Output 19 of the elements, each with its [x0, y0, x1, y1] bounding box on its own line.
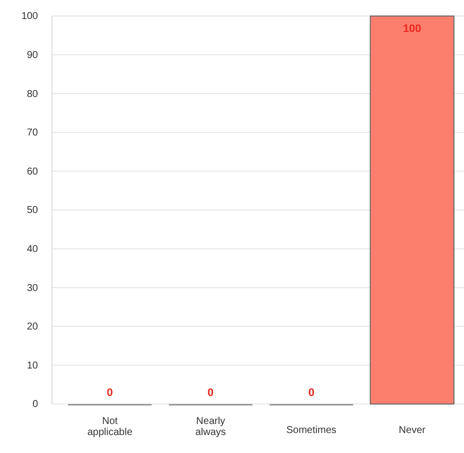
y-tick-label: 70	[26, 128, 38, 139]
x-tick-label: Never	[398, 425, 426, 436]
x-tick-label: Sometimes	[286, 425, 336, 436]
x-tick-label: Not applicable	[87, 416, 133, 438]
data-label: 0	[208, 387, 214, 399]
y-tick-label: 0	[32, 399, 38, 410]
y-tick-label: 90	[26, 50, 38, 61]
y-tick-label: 10	[26, 360, 38, 372]
y-tick-label: 40	[26, 244, 38, 255]
y-tick-label: 30	[26, 282, 38, 294]
y-tick-label: 50	[26, 205, 38, 216]
data-label: 0	[308, 387, 314, 399]
data-label: 100	[402, 23, 422, 35]
y-tick-label: 80	[26, 88, 38, 100]
y-tick-label: 60	[26, 166, 38, 178]
data-label: 0	[106, 387, 113, 399]
x-tick-label: Nearly always	[195, 416, 226, 438]
y-tick-label: 20	[26, 322, 38, 333]
y-tick-label: 100	[21, 11, 38, 22]
